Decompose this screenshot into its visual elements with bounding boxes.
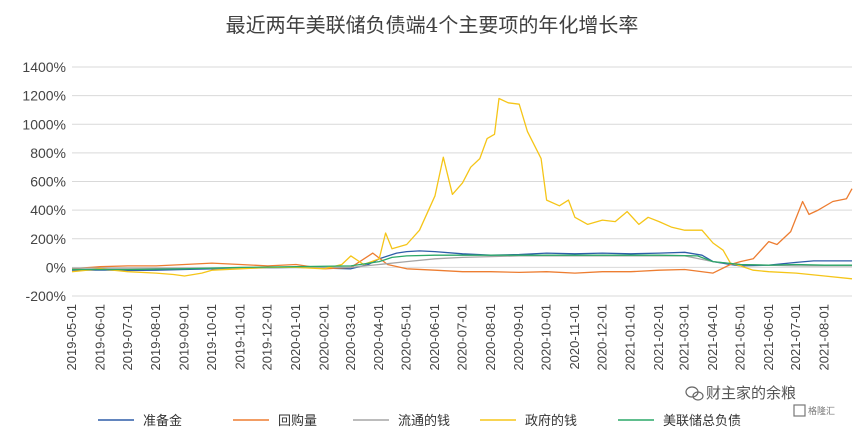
x-axis: 2019-05-01 2019-06-01 2019-07-01 2019-08-01… <box>64 304 832 371</box>
x-tick-label: 2021-04-01 <box>705 304 720 371</box>
watermark-text: 财主家的余粮 <box>706 384 796 402</box>
x-tick-label: 2019-05-01 <box>64 304 79 371</box>
x-tick-label: 2021-02-01 <box>651 304 666 371</box>
x-tick-label: 2020-07-01 <box>454 304 469 371</box>
y-tick-label: 600% <box>30 174 66 190</box>
y-tick-label: 1000% <box>22 116 66 132</box>
x-tick-label: 2020-06-01 <box>427 304 442 371</box>
x-tick-label: 2019-11-01 <box>232 304 247 370</box>
x-tick-label: 2020-04-01 <box>371 304 386 371</box>
x-tick-label: 2019-10-01 <box>204 304 219 371</box>
legend-label: 流通的钱 <box>398 413 450 429</box>
y-tick-label: 0% <box>46 259 66 275</box>
y-tick-label: 1400% <box>22 59 66 75</box>
y-tick-label: 800% <box>30 145 66 161</box>
x-tick-label: 2021-05-01 <box>732 304 747 371</box>
x-tick-label: 2020-10-01 <box>539 304 554 371</box>
x-tick-label: 2020-11-01 <box>567 304 582 370</box>
legend: 准备金 回购量 流通的钱 政府的钱 美联储总负债 <box>98 413 741 429</box>
x-tick-label: 2021-01-01 <box>623 304 638 371</box>
x-tick-label: 2020-02-01 <box>316 304 331 371</box>
y-tick-label: 1200% <box>22 88 66 104</box>
legend-label: 准备金 <box>143 413 182 429</box>
y-tick-label: 400% <box>30 202 66 218</box>
x-tick-label: 2019-07-01 <box>120 304 135 371</box>
x-tick-label: 2020-01-01 <box>288 304 303 371</box>
series-line <box>72 254 852 271</box>
legend-label: 回购量 <box>278 413 317 429</box>
x-tick-label: 2020-12-01 <box>594 304 609 371</box>
x-tick-label: 2021-06-01 <box>761 304 776 371</box>
legend-label: 政府的钱 <box>525 413 577 429</box>
logo-icon <box>793 404 806 417</box>
x-tick-label: 2021-03-01 <box>677 304 692 371</box>
x-tick-label: 2019-08-01 <box>148 304 163 371</box>
grid <box>72 66 852 297</box>
y-tick-label: 200% <box>30 231 66 247</box>
x-tick-label: 2020-03-01 <box>343 304 358 371</box>
x-tick-label: 2019-09-01 <box>176 304 191 371</box>
series-line <box>72 255 852 269</box>
plot-area <box>71 97 853 280</box>
x-tick-label: 2021-08-01 <box>817 304 832 371</box>
y-axis: -200% 0% 200% 400% 600% 800% 1000% 1200% 1400% <box>22 59 66 304</box>
x-tick-label: 2019-12-01 <box>260 304 275 371</box>
wechat-icon <box>685 386 704 401</box>
x-tick-label: 2021-07-01 <box>788 304 803 371</box>
legend-label: 美联储总负债 <box>663 414 741 429</box>
x-tick-label: 2020-05-01 <box>399 304 414 371</box>
series-line <box>71 97 853 280</box>
series-line <box>71 188 853 274</box>
watermark-sub: 格隆汇 <box>808 405 835 417</box>
x-tick-label: 2020-09-01 <box>511 304 526 371</box>
watermark: 财主家的余粮 格隆汇 <box>685 384 835 417</box>
x-tick-label: 2020-08-01 <box>483 304 498 371</box>
x-tick-label: 2019-06-01 <box>92 304 107 371</box>
chart-title: 最近两年美联储负债端4个主要项的年化增长率 <box>226 13 639 37</box>
y-tick-label: -200% <box>26 288 66 304</box>
